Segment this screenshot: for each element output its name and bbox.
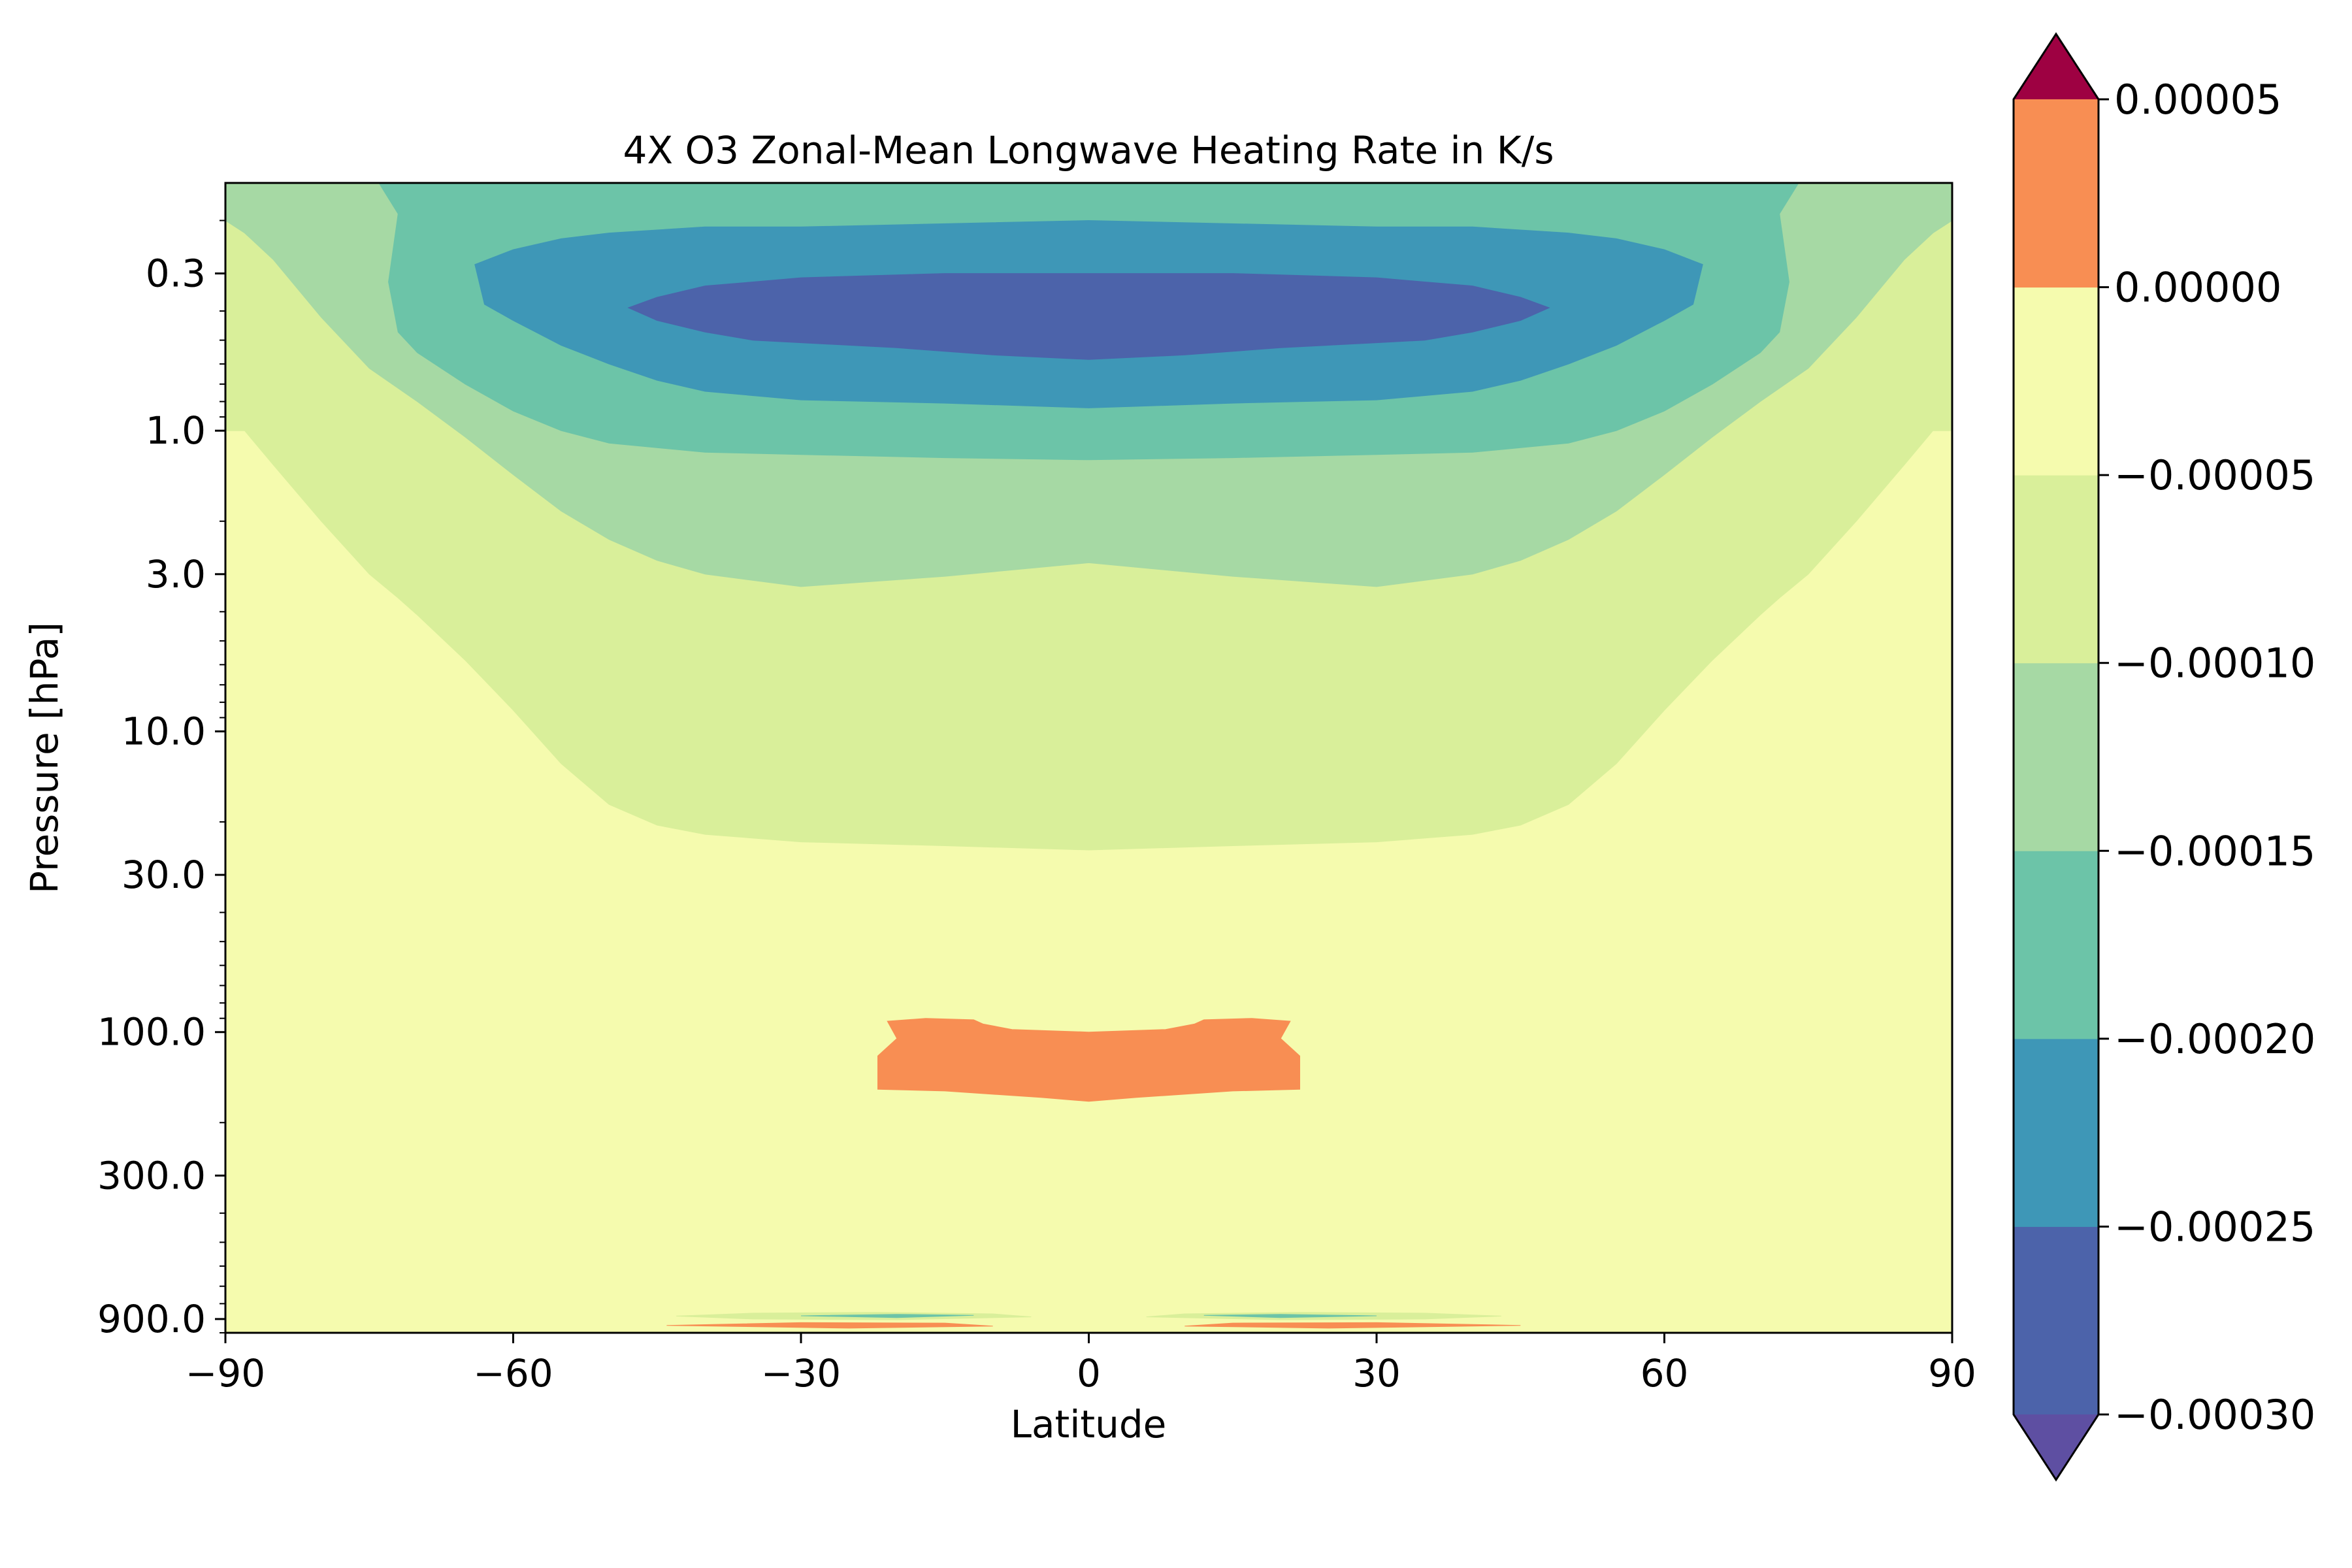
plot-area [224,182,1953,1334]
x-tick-label: 30 [1352,1351,1401,1396]
colorbar-tick-label: −0.00005 [2114,451,2315,499]
x-axis-label: Latitude [1011,1402,1167,1446]
colorbar-extend-max [2014,34,2099,99]
y-tick-label: 900.0 [97,1297,206,1341]
contour-region-8 [800,1314,974,1318]
x-axis: −90 −60 −30 0 30 60 90 [186,1333,1976,1396]
y-axis-label: Pressure [hPa] [22,622,67,894]
contour-region-5 [877,1018,1300,1102]
contour-region-11 [1184,1322,1521,1329]
x-tick-label: 90 [1928,1351,1976,1396]
x-tick-label: −30 [761,1351,841,1396]
y-axis: 0.3 1.0 3.0 10.0 30.0 100.0 300.0 900.0 [97,220,225,1341]
x-tick-label: 60 [1641,1351,1689,1396]
colorbar-tick-label: −0.00010 [2114,640,2315,687]
colorbar-tick-label: −0.00020 [2114,1015,2315,1063]
contour-region-9 [1203,1314,1377,1318]
y-tick-label: 1.0 [146,408,206,453]
y-tick-label: 30.0 [122,853,206,897]
x-tick-label: −60 [473,1351,553,1396]
x-tick-label: −90 [186,1351,265,1396]
colorbar-tick-label: 0.00005 [2114,76,2281,123]
chart-title: 4X O3 Zonal-Mean Longwave Heating Rate i… [623,128,1554,172]
colorbar: 0.00005 0.00000 −0.00005 −0.00010 −0.00015 −0… [2012,32,2315,1482]
colorbar-segment [2014,662,2099,851]
colorbar-segment [2014,99,2099,288]
contour-region-10 [666,1322,993,1329]
y-tick-label: 300.0 [97,1153,206,1198]
colorbar-tick-label: −0.00030 [2114,1391,2315,1439]
colorbar-segment [2014,851,2099,1039]
y-tick-label: 10.0 [122,709,206,753]
colorbar-tick-label: −0.00015 [2114,827,2315,875]
colorbar-tick-label: 0.00000 [2114,264,2281,312]
colorbar-segment [2014,287,2099,476]
y-tick-label: 3.0 [146,552,206,596]
x-tick-label: 0 [1077,1351,1101,1396]
contour-region-4 [627,273,1550,360]
y-tick-label: 100.0 [97,1010,206,1054]
colorbar-segment [2014,1038,2099,1227]
contour-regions [225,183,1952,1329]
colorbar-segment [2014,1226,2099,1415]
colorbar-extend-min [2014,1414,2099,1480]
colorbar-tick-label: −0.00025 [2114,1203,2315,1250]
y-tick-label: 0.3 [146,252,206,296]
colorbar-segment [2014,475,2099,664]
